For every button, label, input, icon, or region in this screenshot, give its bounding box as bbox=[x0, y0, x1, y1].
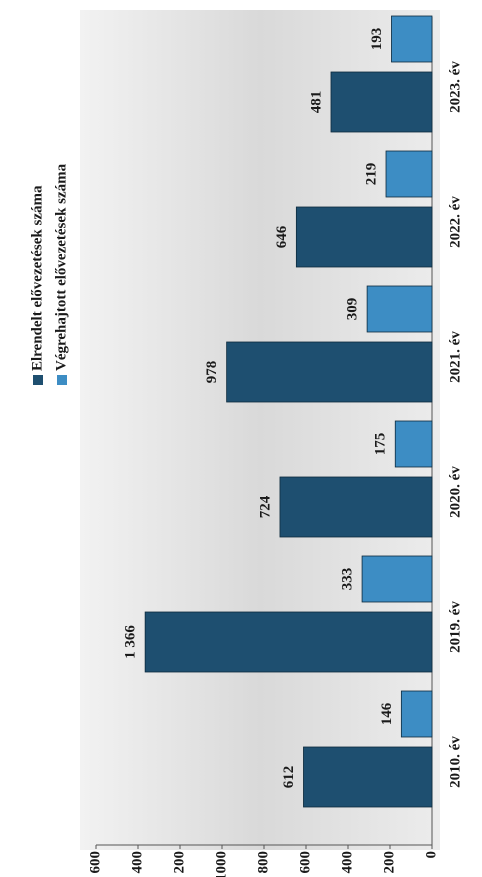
bar bbox=[279, 476, 433, 538]
y-tick-label: 600 bbox=[297, 851, 313, 874]
data-label: 219 bbox=[363, 163, 379, 186]
legend-label: Elrendelt elővezetések száma bbox=[29, 185, 45, 371]
background bbox=[80, 10, 440, 850]
data-label: 333 bbox=[340, 568, 356, 591]
data-label: 481 bbox=[308, 91, 324, 114]
y-tick-label: 1 200 bbox=[171, 851, 187, 877]
legend-swatch bbox=[33, 375, 43, 385]
y-tick-label: 400 bbox=[339, 851, 355, 874]
bar bbox=[394, 420, 433, 468]
y-tick-label: 800 bbox=[255, 851, 271, 874]
bar bbox=[361, 555, 433, 603]
data-label: 175 bbox=[373, 433, 389, 456]
bar bbox=[400, 690, 433, 738]
legend-label: Végrehajtott elővezetések száma bbox=[53, 163, 69, 371]
x-tick-label: 2019. év bbox=[447, 601, 463, 653]
legend-swatch bbox=[57, 375, 67, 385]
x-tick-label: 2021. év bbox=[447, 331, 463, 383]
y-tick-label: 1000 bbox=[213, 851, 229, 877]
x-tick-label: 2022. év bbox=[447, 196, 463, 248]
bar bbox=[295, 206, 433, 268]
y-tick-label: 0 bbox=[423, 851, 439, 859]
bar bbox=[366, 285, 433, 333]
y-tick-label: 1 400 bbox=[129, 851, 145, 877]
bar bbox=[330, 71, 433, 133]
data-label: 724 bbox=[257, 495, 273, 518]
data-label: 646 bbox=[274, 225, 290, 248]
data-label: 146 bbox=[379, 702, 395, 725]
data-label: 193 bbox=[369, 28, 385, 51]
bar bbox=[391, 15, 433, 63]
bar bbox=[144, 611, 433, 673]
x-tick-label: 2020. év bbox=[447, 466, 463, 518]
x-tick-label: 2023. év bbox=[447, 61, 463, 113]
bar bbox=[385, 150, 433, 198]
y-tick-label: 200 bbox=[381, 851, 397, 874]
bar bbox=[303, 746, 433, 808]
data-label: 1 366 bbox=[123, 625, 139, 659]
data-label: 978 bbox=[204, 361, 220, 384]
bar bbox=[226, 341, 433, 403]
x-tick-label: 2010. év bbox=[447, 736, 463, 788]
data-label: 309 bbox=[345, 298, 361, 321]
data-label: 612 bbox=[281, 766, 297, 789]
y-tick-label: 1 600 bbox=[87, 851, 103, 877]
plot: 0 200 400 600 800 1000 1 200 1 400 1 600 2010. év… bbox=[29, 15, 463, 877]
